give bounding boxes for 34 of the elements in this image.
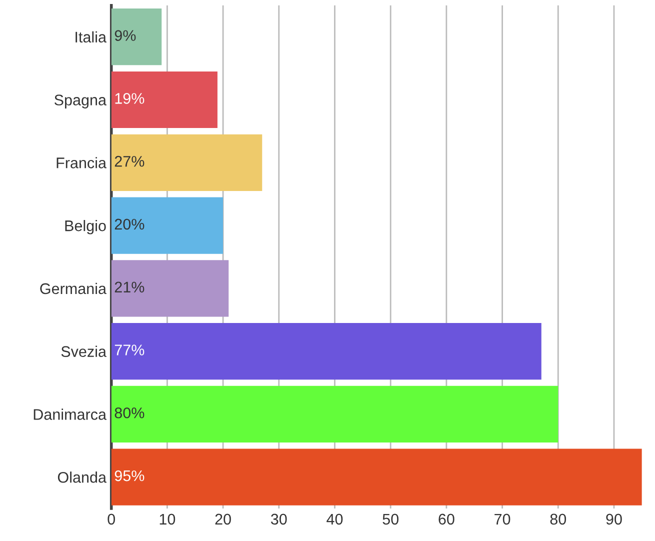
y-tick-label: Danimarca xyxy=(34,408,106,420)
x-tick-label: 20 xyxy=(215,514,231,525)
data-label: 95% xyxy=(114,470,144,482)
bar xyxy=(111,8,162,66)
bar xyxy=(111,134,262,191)
x-tick-label: 0 xyxy=(108,514,115,525)
bar xyxy=(111,197,224,254)
data-label: 80% xyxy=(114,407,144,418)
y-tick-label: Francia xyxy=(56,157,106,168)
x-tick-label: 70 xyxy=(494,514,510,525)
x-tick-label: 50 xyxy=(382,514,398,525)
x-tick-label: 90 xyxy=(606,514,622,525)
data-label: 77% xyxy=(114,344,144,356)
data-label: 27% xyxy=(114,156,144,167)
bar xyxy=(111,323,542,380)
x-tick-label: 40 xyxy=(326,514,343,525)
data-label: 20% xyxy=(114,218,144,230)
y-tick-label: Germania xyxy=(40,282,106,294)
y-tick-label: Olanda xyxy=(58,472,106,483)
bar xyxy=(111,71,218,128)
x-tick-label: 10 xyxy=(160,514,176,525)
data-label: 21% xyxy=(114,282,144,292)
y-tick-label: Belgio xyxy=(65,220,106,234)
y-tick-label: Italia xyxy=(76,31,106,43)
y-tick-label: Svezia xyxy=(61,346,106,357)
x-tick-label: 60 xyxy=(438,514,454,525)
bar xyxy=(111,386,558,443)
data-label: 9% xyxy=(114,30,136,41)
bar xyxy=(111,260,229,317)
x-tick-label: 30 xyxy=(270,514,287,525)
x-tick-label: 80 xyxy=(550,514,566,525)
bar xyxy=(111,448,642,506)
y-tick-label: Spagna xyxy=(54,94,106,108)
data-label: 19% xyxy=(115,93,144,104)
